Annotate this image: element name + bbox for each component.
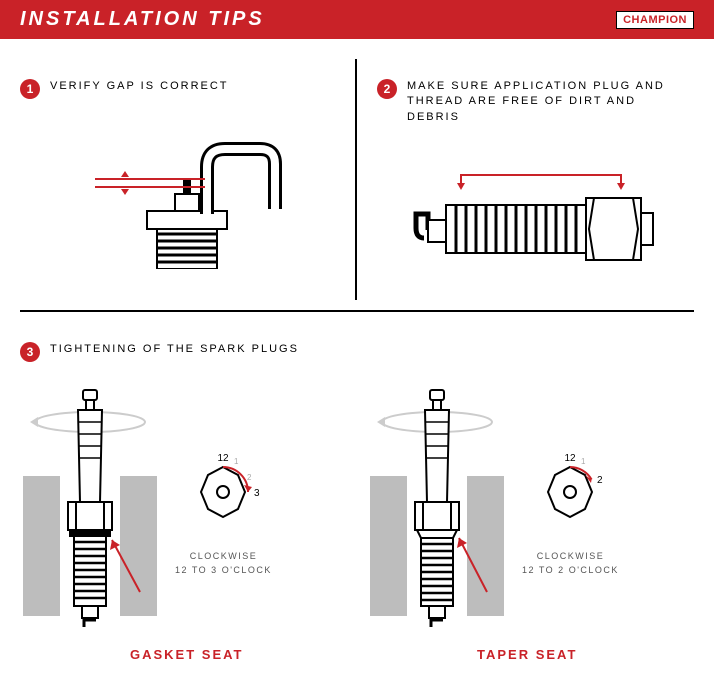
spark-plug-gasket-icon	[20, 382, 160, 642]
panel-clean-thread: 2 Make sure application plug and thread …	[357, 59, 694, 300]
svg-text:1: 1	[234, 457, 239, 466]
clock-label-12: 12	[565, 453, 577, 464]
clock-taper: 12 1 2 CLOCKWISE 12 TO 2 O'CLOCK	[522, 447, 619, 577]
step-header: 2 Make sure application plug and thread …	[377, 79, 694, 125]
clock-dial-icon: 12 1 2 3	[178, 447, 268, 537]
spark-plug-taper-icon	[367, 382, 507, 642]
clock-label-3: 3	[254, 488, 260, 499]
step-header: 1 Verify gap is correct	[20, 79, 340, 99]
clock-caption: CLOCKWISE 12 TO 3 O'CLOCK	[175, 550, 272, 577]
step-number-badge: 3	[20, 342, 40, 362]
panel-verify-gap: 1 Verify gap is correct	[20, 59, 357, 300]
top-row: 1 Verify gap is correct	[20, 59, 694, 312]
clock-gasket: 12 1 2 3 CLOCKWISE 12 TO 3 O'CLOCK	[175, 447, 272, 577]
caption-line: CLOCKWISE	[190, 551, 258, 561]
step-text: Tightening of the spark plugs	[50, 342, 299, 357]
step-text: Verify gap is correct	[50, 79, 229, 94]
svg-text:1: 1	[581, 457, 586, 466]
illustration-thread	[377, 140, 694, 300]
gasket-seat-group: 12 1 2 3 CLOCKWISE 12 TO 3 O'CLOCK GASKE…	[20, 382, 347, 642]
step-header: 3 Tightening of the spark plugs	[20, 342, 694, 362]
taper-seat-group: 12 1 2 CLOCKWISE 12 TO 2 O'CLOCK TAPER S…	[367, 382, 694, 642]
step-text: Make sure application plug and thread ar…	[407, 79, 694, 125]
clock-label-2: 2	[597, 475, 603, 486]
seat-label-taper: TAPER SEAT	[477, 647, 577, 662]
content-area: 1 Verify gap is correct	[0, 39, 714, 662]
tightening-row: 12 1 2 3 CLOCKWISE 12 TO 3 O'CLOCK GASKE…	[20, 382, 694, 642]
clock-label-12: 12	[218, 453, 230, 464]
clock-dial-icon: 12 1 2	[525, 447, 615, 537]
caption-line: 12 TO 2 O'CLOCK	[522, 565, 619, 575]
clock-caption: CLOCKWISE 12 TO 2 O'CLOCK	[522, 550, 619, 577]
header-bar: INSTALLATION TIPS CHAMPION	[0, 0, 714, 39]
caption-line: CLOCKWISE	[537, 551, 605, 561]
svg-text:2: 2	[247, 473, 252, 482]
panel-tightening: 3 Tightening of the spark plugs	[20, 312, 694, 642]
caption-line: 12 TO 3 O'CLOCK	[175, 565, 272, 575]
step-number-badge: 2	[377, 79, 397, 99]
illustration-gap	[20, 114, 340, 274]
brand-badge: CHAMPION	[616, 11, 694, 29]
seat-label-gasket: GASKET SEAT	[130, 647, 244, 662]
page-title: INSTALLATION TIPS	[20, 8, 265, 31]
step-number-badge: 1	[20, 79, 40, 99]
